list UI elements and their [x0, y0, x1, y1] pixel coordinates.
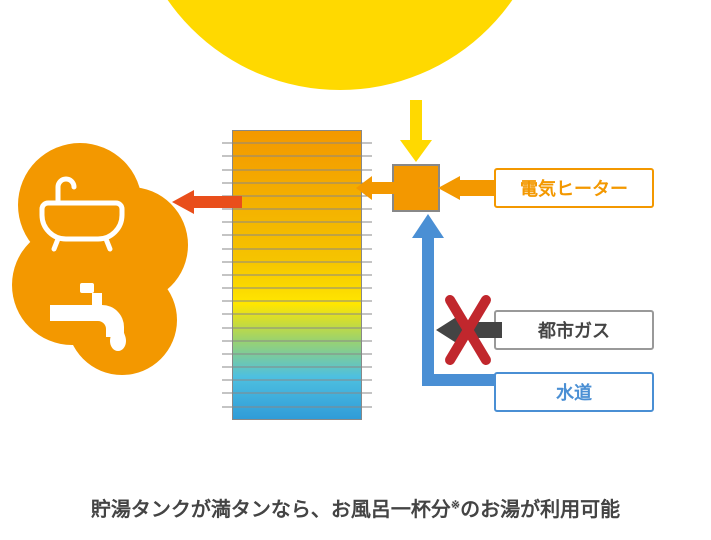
water-to-heater-arrow	[400, 208, 500, 408]
solar-arrow-down	[400, 100, 432, 164]
caption-note-mark: ※	[451, 499, 460, 511]
electric-heater-label: 電気ヒーター	[494, 168, 654, 208]
caption-prefix: 貯湯タンクが満タンなら、お風呂一杯分	[91, 499, 451, 521]
tank-scale-ticks	[222, 130, 372, 420]
hot-water-usage-cloud	[10, 135, 200, 385]
diagram-canvas: 電気ヒーター 都市ガス 水道	[0, 0, 711, 540]
heater-to-tank-arrow	[356, 176, 400, 200]
water-supply-label-text: 水道	[556, 379, 592, 405]
city-gas-label: 都市ガス	[494, 310, 654, 350]
caption: 貯湯タンクが満タンなら、お風呂一杯分※のお湯が利用可能	[0, 493, 711, 522]
water-supply-label: 水道	[494, 372, 654, 412]
tank-to-usage-arrow	[172, 190, 242, 214]
heater-label-pointer	[438, 176, 496, 200]
electric-heater-label-text: 電気ヒーター	[520, 175, 628, 201]
city-gas-label-text: 都市ガス	[538, 317, 610, 343]
caption-suffix: のお湯が利用可能	[460, 499, 620, 521]
